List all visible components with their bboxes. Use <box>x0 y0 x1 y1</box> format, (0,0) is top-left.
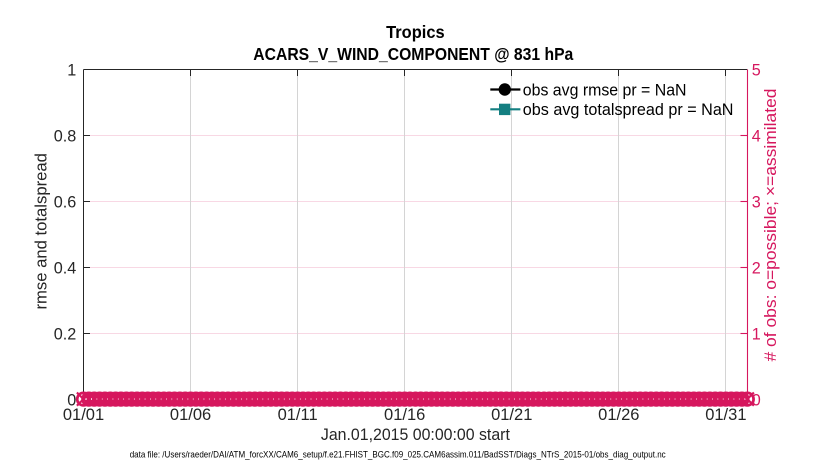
svg-text:01/01: 01/01 <box>63 406 104 424</box>
svg-text:# of obs: o=possible; ×=assimi: # of obs: o=possible; ×=assimilated <box>761 89 780 362</box>
svg-text:0: 0 <box>67 391 76 409</box>
svg-text:2: 2 <box>752 259 761 277</box>
svg-text:01/26: 01/26 <box>598 406 639 424</box>
svg-text:01/16: 01/16 <box>384 406 425 424</box>
svg-text:0: 0 <box>752 391 761 409</box>
svg-text:1: 1 <box>752 325 761 343</box>
svg-text:3: 3 <box>752 193 761 211</box>
svg-text:0.8: 0.8 <box>54 127 77 145</box>
svg-text:5: 5 <box>752 61 761 79</box>
svg-text:01/11: 01/11 <box>278 406 318 424</box>
svg-text:0.2: 0.2 <box>54 325 77 343</box>
svg-text:ACARS_V_WIND_COMPONENT @ 831 h: ACARS_V_WIND_COMPONENT @ 831 hPa <box>253 44 573 64</box>
svg-text:Jan.01,2015 00:00:00 start: Jan.01,2015 00:00:00 start <box>321 426 510 444</box>
svg-text:obs avg rmse pr = NaN: obs avg rmse pr = NaN <box>523 81 687 99</box>
svg-text:4: 4 <box>752 127 761 145</box>
svg-text:01/06: 01/06 <box>170 406 211 424</box>
svg-text:1: 1 <box>67 61 76 79</box>
svg-text:data file: /Users/raeder/DAI/A: data file: /Users/raeder/DAI/ATM_forcXX/… <box>130 450 666 460</box>
svg-text:01/31: 01/31 <box>705 406 746 424</box>
svg-text:01/21: 01/21 <box>491 406 532 424</box>
svg-text:0.6: 0.6 <box>54 193 77 211</box>
svg-text:0.4: 0.4 <box>54 259 77 277</box>
svg-text:Tropics: Tropics <box>386 22 445 42</box>
svg-text:rmse and totalspread: rmse and totalspread <box>33 153 51 309</box>
svg-text:obs avg totalspread pr = NaN: obs avg totalspread pr = NaN <box>523 101 734 119</box>
